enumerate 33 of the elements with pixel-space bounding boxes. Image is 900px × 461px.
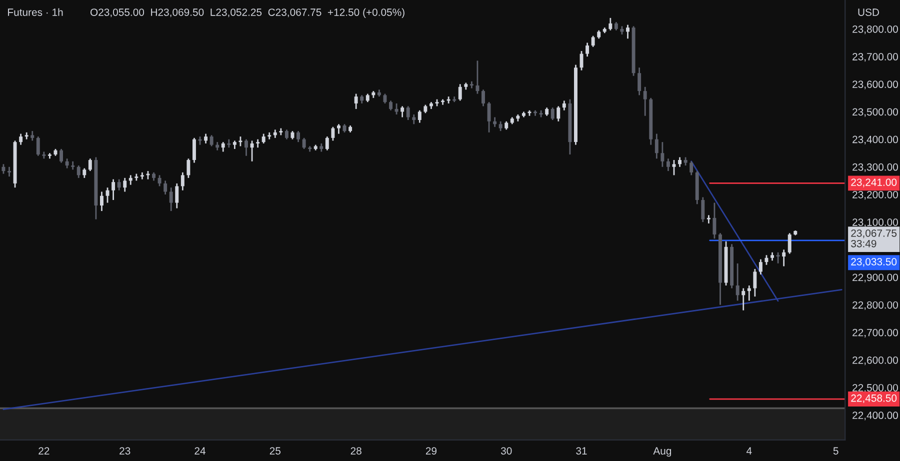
- text: USD: [858, 8, 879, 16]
- x-tick-label: 22: [38, 447, 50, 454]
- ref-line-label: 23,241.00: [851, 178, 897, 188]
- y-tick-label: 22,700.00: [852, 328, 898, 338]
- x-tick-label: 4: [746, 447, 752, 454]
- y-tick-label: 22,600.00: [852, 356, 898, 366]
- y-tick-label: 22,500.00: [852, 384, 898, 393]
- x-tick-label: Aug: [653, 447, 672, 457]
- x-tick-label: 30: [500, 447, 512, 455]
- y-tick-label: 22,800.00: [852, 301, 898, 310]
- y-tick-label: 22,400.00: [852, 412, 898, 420]
- y-tick-label: 23,800.00: [852, 25, 898, 34]
- text: Futures · 1h: [8, 8, 63, 16]
- y-tick-label: 23,400.00: [852, 136, 898, 144]
- x-tick-label: 23: [120, 447, 130, 455]
- x-tick-label: 5: [833, 447, 838, 455]
- y-tick-label: 23,700.00: [852, 53, 898, 62]
- x-tick-label: 28: [350, 447, 362, 455]
- y-tick-label: 23,500.00: [852, 108, 898, 117]
- x-tick-label: 25: [270, 447, 281, 455]
- x-tick-label: 24: [194, 447, 206, 454]
- x-tick-label: 31: [576, 447, 587, 455]
- y-tick-label: 23,100.00: [852, 218, 898, 228]
- y-tick-label: 23,300.00: [852, 163, 898, 172]
- y-tick-label: 22,900.00: [852, 274, 898, 282]
- ref-line-label: 22,458.50: [851, 394, 897, 404]
- text: 33:49: [851, 240, 876, 248]
- text: 23,067.75: [851, 229, 897, 238]
- x-tick-label: 29: [426, 447, 437, 455]
- y-tick-label: 23,600.00: [852, 80, 898, 90]
- ref-line-label: 23,033.50: [851, 258, 897, 267]
- y-tick-label: 23,200.00: [852, 190, 898, 200]
- annotation: O23,055.00 H23,069.50 L23,052.25 C23,067.75 +12.50 (+0.05%): [90, 8, 404, 18]
